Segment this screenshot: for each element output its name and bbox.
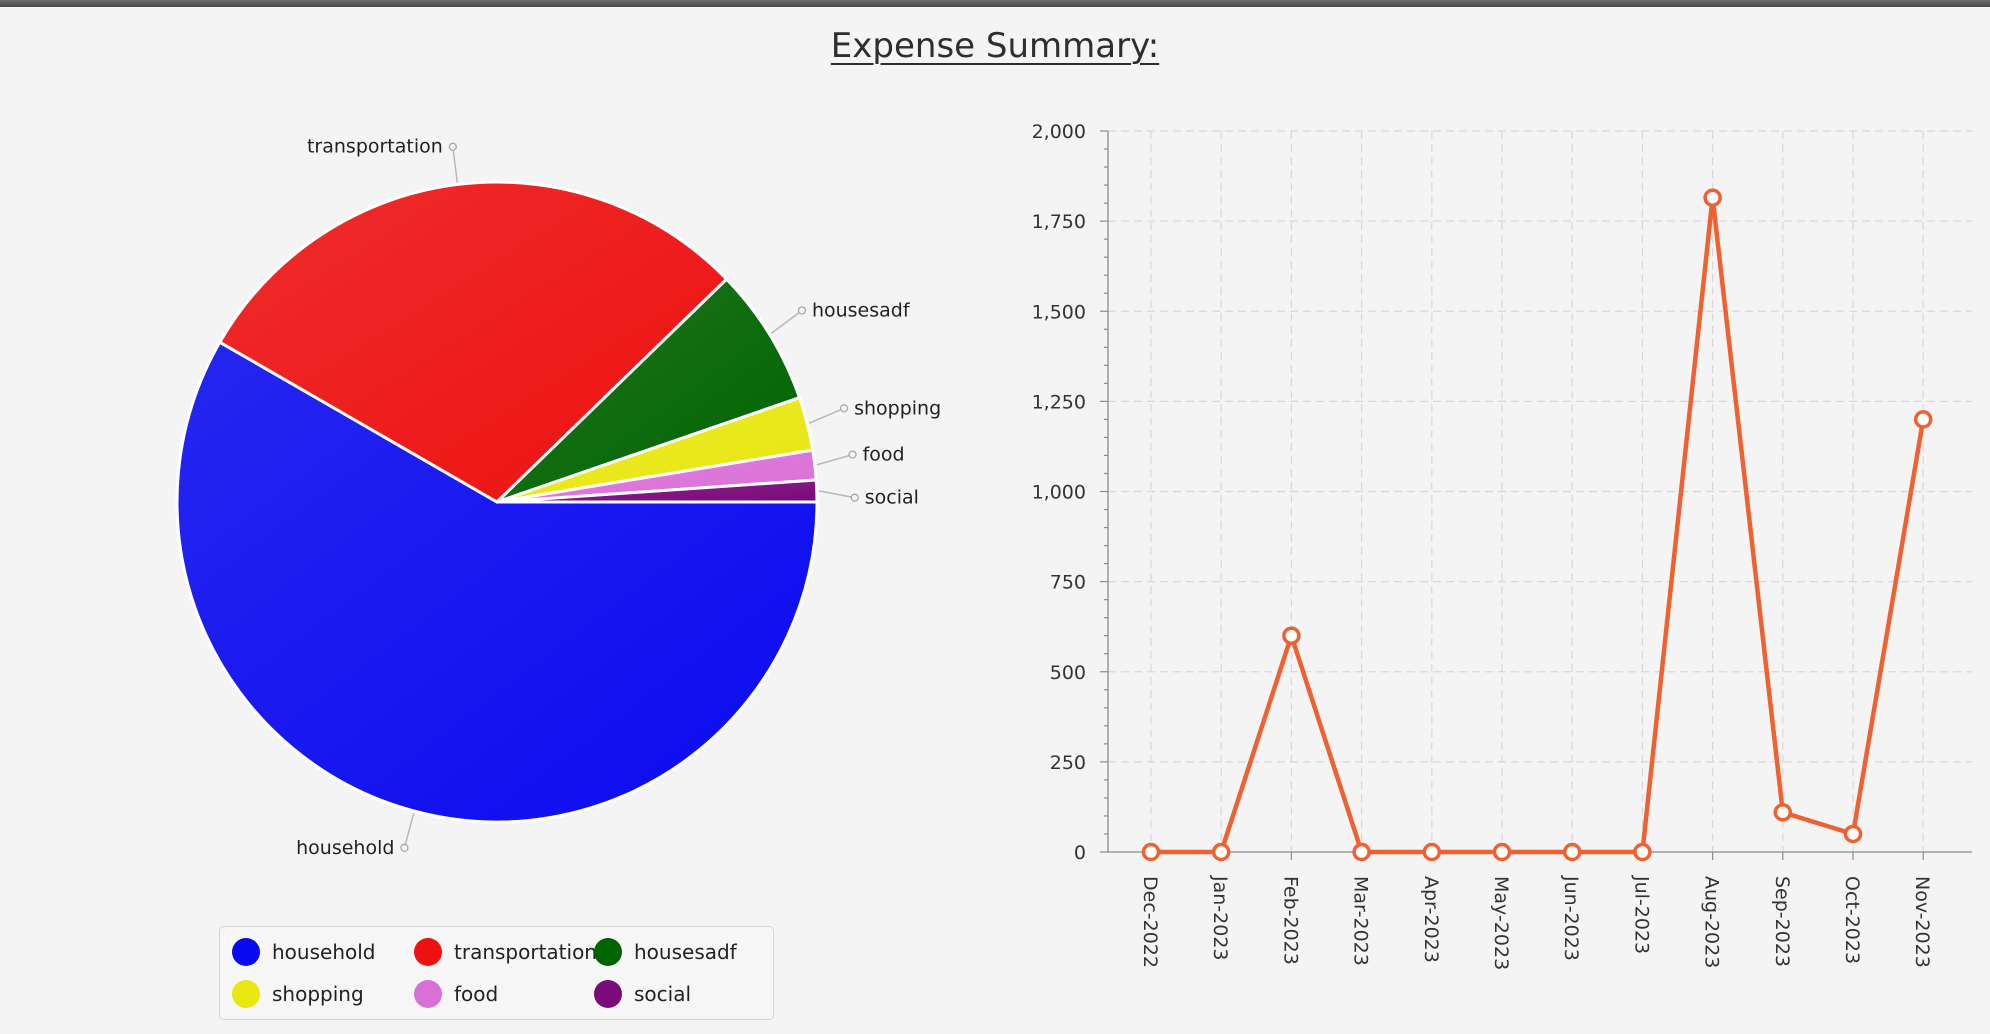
x-tick-label: Jan-2023 xyxy=(1209,875,1231,961)
data-point[interactable] xyxy=(1141,842,1161,862)
y-tick-label: 500 xyxy=(1050,662,1086,684)
legend-swatch-food xyxy=(414,980,442,1008)
page-title: Expense Summary: xyxy=(830,26,1160,66)
legend-swatch-housesadf xyxy=(594,938,622,966)
pie-slice-housesadf[interactable] xyxy=(495,276,802,504)
legend-label-transportation: transportation xyxy=(454,940,597,964)
pie-label-line-transportation xyxy=(452,146,459,183)
pie-label-social: social xyxy=(865,487,919,509)
pie-label-dot-housesadf xyxy=(797,306,807,315)
legend-label-food: food xyxy=(454,982,499,1006)
pie-label-dot-household xyxy=(400,843,409,852)
data-point[interactable] xyxy=(1282,626,1301,645)
y-tick-label: 2,000 xyxy=(1032,121,1086,143)
pie-label-dot-transportation xyxy=(448,142,457,151)
x-tick-label: Aug-2023 xyxy=(1701,876,1723,968)
legend-item-housesadf: housesadf xyxy=(594,937,737,967)
pie-slice-household[interactable] xyxy=(175,340,819,824)
window-top-bar xyxy=(0,0,1990,7)
legend-label-shopping: shopping xyxy=(272,982,364,1006)
pie-label-housesadf: housesadf xyxy=(812,299,911,321)
legend-swatch-transportation xyxy=(414,938,442,966)
pie-legend: household transportation housesadf shopping… xyxy=(219,926,774,1020)
data-point[interactable] xyxy=(1352,842,1371,862)
x-tick-label: Apr-2023 xyxy=(1420,876,1442,963)
data-point[interactable] xyxy=(1211,842,1231,862)
pie-slice-social[interactable] xyxy=(496,478,819,504)
y-tick-label: 1,500 xyxy=(1032,301,1086,323)
pie-label-household: household xyxy=(296,837,394,859)
pie-label-line-household xyxy=(403,812,415,849)
x-tick-label: Oct-2023 xyxy=(1841,876,1863,964)
data-point[interactable] xyxy=(1773,803,1793,822)
pie-label-dot-shopping xyxy=(839,404,849,413)
x-tick-label: Nov-2023 xyxy=(1911,876,1933,968)
x-tick-label: Mar-2023 xyxy=(1350,876,1372,966)
pie-label-line-shopping xyxy=(808,407,845,424)
x-tick-label: Sep-2023 xyxy=(1771,876,1793,967)
y-tick-label: 1,750 xyxy=(1032,211,1086,233)
legend-item-transportation: transportation xyxy=(414,937,597,967)
pie-label-line-housesadf xyxy=(770,309,803,334)
x-tick-label: May-2023 xyxy=(1490,876,1512,970)
legend-swatch-shopping xyxy=(232,980,260,1008)
data-point[interactable] xyxy=(1913,410,1933,429)
pie-slice-transportation[interactable] xyxy=(217,180,729,504)
pie-label-line-social xyxy=(818,490,855,499)
y-tick-label: 1,000 xyxy=(1032,482,1086,504)
pie-label-food: food xyxy=(863,444,905,466)
x-tick-label: Jul-2023 xyxy=(1630,875,1652,954)
data-point[interactable] xyxy=(1843,824,1863,844)
data-point[interactable] xyxy=(1633,842,1652,862)
data-point[interactable] xyxy=(1562,842,1582,862)
legend-swatch-social xyxy=(594,980,622,1008)
legend-item-shopping: shopping xyxy=(232,979,364,1009)
data-point[interactable] xyxy=(1703,188,1722,207)
y-tick-label: 0 xyxy=(1074,842,1086,864)
legend-item-social: social xyxy=(594,979,691,1009)
pie-label-line-food xyxy=(816,453,853,466)
pie-chart: household transportation housesadf shopping… xyxy=(175,136,941,859)
x-tick-label: Dec-2022 xyxy=(1139,876,1161,968)
pie-label-dot-social xyxy=(850,493,859,502)
x-tick-label: Feb-2023 xyxy=(1279,876,1301,965)
x-tick-label: Jun-2023 xyxy=(1560,875,1582,961)
legend-item-household: household xyxy=(232,937,375,967)
y-tick-label: 1,250 xyxy=(1032,391,1086,413)
legend-label-housesadf: housesadf xyxy=(634,940,737,964)
legend-item-food: food xyxy=(414,979,498,1009)
pie-label-shopping: shopping xyxy=(854,397,941,419)
series-line xyxy=(1151,195,1926,855)
data-point[interactable] xyxy=(1492,842,1512,862)
legend-label-household: household xyxy=(272,940,376,964)
legend-swatch-household xyxy=(232,938,260,966)
pie-label-dot-food xyxy=(848,450,857,459)
data-point[interactable] xyxy=(1422,842,1442,862)
y-tick-label: 250 xyxy=(1050,752,1086,774)
y-tick-label: 750 xyxy=(1050,572,1086,594)
legend-label-social: social xyxy=(634,982,692,1006)
pie-label-transportation: transportation xyxy=(307,136,443,158)
